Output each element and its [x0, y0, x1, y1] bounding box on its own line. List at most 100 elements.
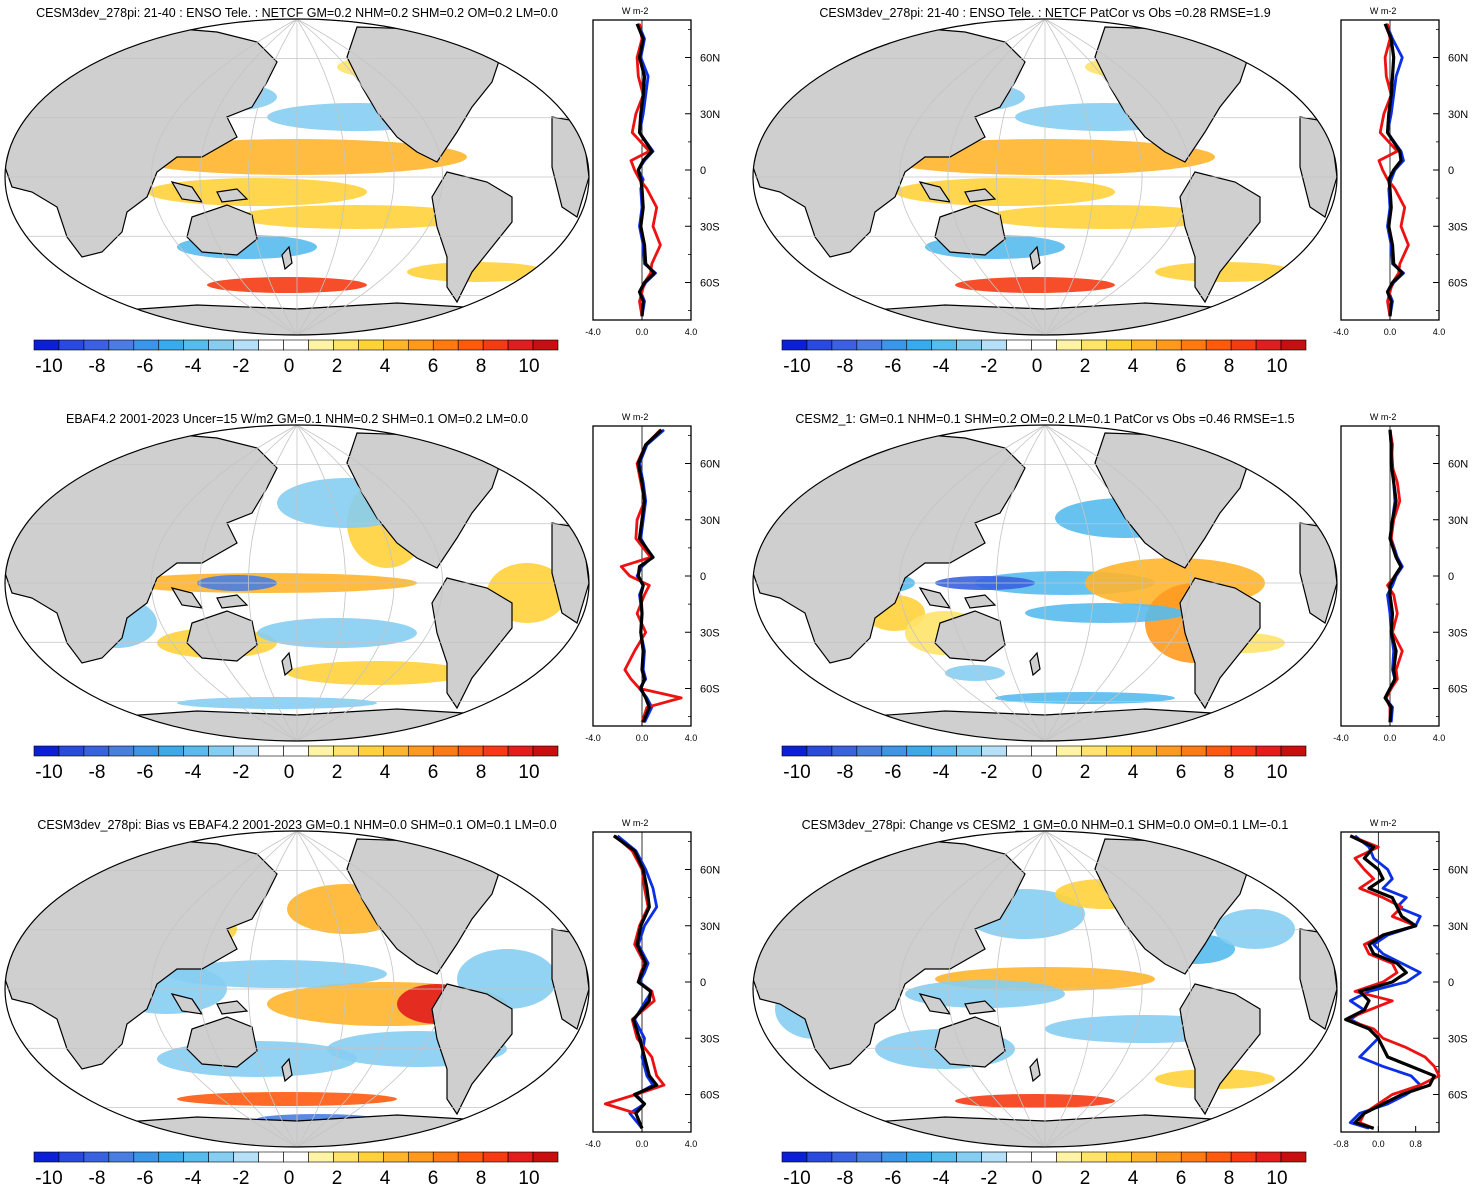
- colorbar-label: 4: [380, 762, 391, 783]
- land-mass: [281, 1057, 293, 1083]
- x-tick-label: 0.0: [1384, 733, 1397, 743]
- colorbar-swatch: [1155, 745, 1182, 757]
- land-mass: [431, 577, 513, 710]
- land-mass: [1029, 1057, 1041, 1083]
- land-mass: [186, 204, 258, 256]
- y-tick-label: 60S: [700, 684, 720, 696]
- colorbar-label: -10: [35, 356, 62, 377]
- colorbar-label: -10: [783, 1168, 810, 1187]
- panel-title: CESM2_1: GM=0.1 NHM=0.1 SHM=0.2 OM=0.2 L…: [795, 412, 1294, 426]
- colorbar-swatch: [283, 339, 309, 351]
- colorbar-swatch: [1255, 745, 1282, 757]
- longitude-line: [996, 19, 1046, 335]
- longitude-line: [1044, 19, 1094, 335]
- anomaly-region: [995, 692, 1175, 704]
- colorbar-swatch: [258, 745, 284, 757]
- zonal-series-1: [1348, 834, 1422, 1130]
- panel-6: CESM3dev_278pi: Change vs CESM2_1 GM=0.0…: [752, 818, 1468, 1187]
- colorbar-label: -8: [837, 762, 854, 783]
- y-tick-label: 30S: [700, 221, 720, 233]
- colorbar-swatch: [432, 339, 459, 351]
- colorbar-swatch: [208, 745, 234, 757]
- colorbar-swatch: [981, 339, 1007, 351]
- colorbar-swatch: [108, 745, 135, 757]
- longitude-line: [898, 425, 1046, 741]
- colorbar-label: 8: [476, 356, 487, 377]
- anomaly-region: [287, 661, 467, 685]
- colorbar-swatch: [1056, 339, 1082, 351]
- colorbar-swatch: [83, 1151, 110, 1163]
- y-tick-label: 30S: [1448, 627, 1468, 639]
- colorbar-swatch: [1230, 745, 1257, 757]
- colorbar-swatch: [1006, 339, 1032, 351]
- colorbar-swatch: [1006, 1151, 1032, 1163]
- colorbar-swatch: [956, 1151, 982, 1163]
- colorbar-label: 2: [332, 762, 343, 783]
- longitude-line: [199, 19, 298, 335]
- colorbar-swatch: [133, 1151, 160, 1163]
- world-map: [752, 424, 1338, 742]
- colorbar-label: 10: [1266, 762, 1287, 783]
- zonal-series-3: [612, 834, 659, 1129]
- colorbar-label: 4: [1128, 356, 1139, 377]
- map-contents: [753, 19, 1337, 335]
- colorbar-label: -6: [137, 762, 154, 783]
- y-tick-label: 60S: [700, 1090, 720, 1102]
- zonal-series-3: [1383, 429, 1403, 723]
- longitude-line: [1044, 425, 1094, 741]
- colorbar-swatch: [906, 1151, 933, 1163]
- x-tick-label: 0.0: [1372, 1139, 1385, 1149]
- longitude-line: [996, 831, 1046, 1147]
- colorbar-label: 0: [284, 356, 295, 377]
- anomaly-region: [407, 262, 547, 282]
- land-mass: [964, 1000, 997, 1015]
- colorbar-label: 6: [1176, 356, 1187, 377]
- colorbar-swatch: [1031, 745, 1057, 757]
- zonal-unit: W m-2: [622, 818, 649, 828]
- colorbar-swatch: [158, 339, 185, 351]
- map-contents: [5, 425, 589, 741]
- y-tick-label: 60N: [700, 53, 720, 65]
- longitude-line: [1044, 831, 1094, 1147]
- colorbar-label: -2: [233, 762, 250, 783]
- colorbar: -10 -8 -6 -4 -2 0 2 4 6 8 10: [33, 339, 559, 377]
- colorbar-label: 6: [1176, 762, 1187, 783]
- zonal-mean-plot: W m-2 -0.8 0.0 0.8 60N 30N 0 30S 60S: [1333, 818, 1468, 1149]
- land-mass: [281, 245, 293, 271]
- colorbar-swatch: [183, 745, 209, 757]
- anomaly-region: [955, 277, 1115, 293]
- colorbar-swatch: [981, 1151, 1007, 1163]
- anomaly-region: [945, 665, 1005, 681]
- colorbar-swatch: [1106, 339, 1132, 351]
- colorbar-swatch: [283, 745, 309, 757]
- colorbar-label: 10: [1266, 1168, 1287, 1187]
- colorbar-swatch: [108, 339, 135, 351]
- colorbar-swatch: [1180, 339, 1207, 351]
- globe-outline: [752, 18, 1338, 336]
- x-tick-label: -4.0: [585, 327, 601, 337]
- colorbar-swatch: [507, 339, 534, 351]
- y-tick-label: 0: [1448, 571, 1454, 583]
- zonal-unit: W m-2: [1370, 6, 1397, 16]
- colorbar-swatch: [432, 1151, 459, 1163]
- y-tick-label: 30N: [1448, 515, 1468, 527]
- colorbar-swatch: [333, 1151, 359, 1163]
- colorbar-swatch: [806, 339, 833, 351]
- colorbar-swatch: [781, 745, 808, 757]
- colorbar-swatch: [83, 745, 110, 757]
- colorbar-swatch: [856, 1151, 883, 1163]
- colorbar-label: -4: [185, 356, 202, 377]
- longitude-line: [898, 831, 1046, 1147]
- y-tick-label: 60S: [1448, 278, 1468, 290]
- colorbar-swatch: [1255, 339, 1282, 351]
- x-tick-label: -0.8: [1333, 1139, 1349, 1149]
- colorbar-swatch: [931, 745, 957, 757]
- colorbar-label: -6: [137, 1168, 154, 1187]
- colorbar-swatch: [1230, 1151, 1257, 1163]
- x-tick-label: 0.0: [1384, 327, 1397, 337]
- colorbar-swatch: [856, 745, 883, 757]
- colorbar-swatch: [1205, 1151, 1232, 1163]
- colorbar-swatch: [1280, 339, 1307, 351]
- colorbar-label: 10: [518, 356, 539, 377]
- longitude-line: [1044, 425, 1143, 741]
